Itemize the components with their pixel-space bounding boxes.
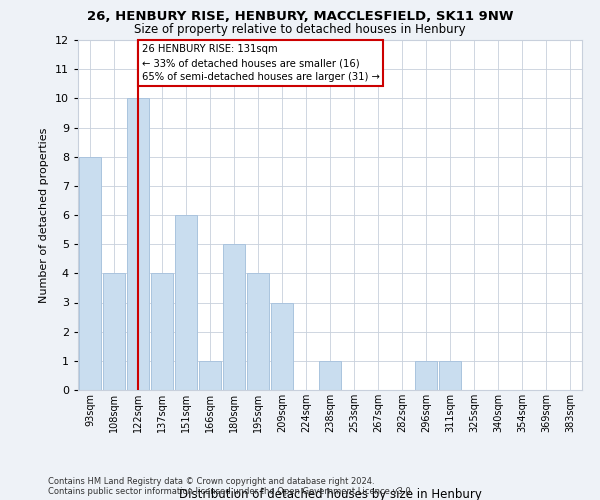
Bar — [103, 274, 125, 390]
Bar — [199, 361, 221, 390]
Bar — [319, 361, 341, 390]
Bar — [79, 156, 101, 390]
Bar — [439, 361, 461, 390]
X-axis label: Distribution of detached houses by size in Henbury: Distribution of detached houses by size … — [179, 488, 481, 500]
Text: Contains HM Land Registry data © Crown copyright and database right 2024.: Contains HM Land Registry data © Crown c… — [48, 478, 374, 486]
Bar — [247, 274, 269, 390]
Text: Size of property relative to detached houses in Henbury: Size of property relative to detached ho… — [134, 22, 466, 36]
Bar — [415, 361, 437, 390]
Bar — [175, 215, 197, 390]
Text: 26 HENBURY RISE: 131sqm
← 33% of detached houses are smaller (16)
65% of semi-de: 26 HENBURY RISE: 131sqm ← 33% of detache… — [142, 44, 379, 82]
Text: 26, HENBURY RISE, HENBURY, MACCLESFIELD, SK11 9NW: 26, HENBURY RISE, HENBURY, MACCLESFIELD,… — [87, 10, 513, 23]
Text: Contains public sector information licensed under the Open Government Licence v3: Contains public sector information licen… — [48, 488, 413, 496]
Y-axis label: Number of detached properties: Number of detached properties — [39, 128, 49, 302]
Bar — [127, 98, 149, 390]
Bar — [151, 274, 173, 390]
Bar — [271, 302, 293, 390]
Bar — [223, 244, 245, 390]
